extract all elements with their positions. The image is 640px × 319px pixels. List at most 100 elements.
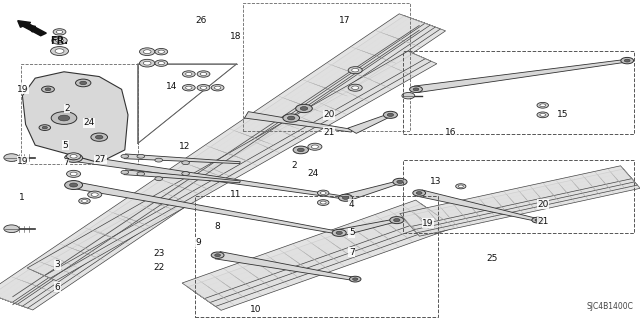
Text: 19: 19	[17, 157, 29, 166]
Polygon shape	[408, 175, 640, 236]
Circle shape	[296, 104, 312, 113]
Circle shape	[317, 190, 329, 196]
Circle shape	[348, 67, 362, 74]
Circle shape	[155, 60, 168, 66]
Polygon shape	[27, 51, 426, 276]
Circle shape	[121, 170, 129, 174]
Circle shape	[58, 115, 70, 121]
Circle shape	[312, 145, 319, 149]
Polygon shape	[38, 56, 437, 281]
Polygon shape	[0, 16, 430, 304]
Circle shape	[42, 126, 47, 129]
Circle shape	[283, 114, 300, 122]
Circle shape	[413, 190, 426, 196]
Circle shape	[349, 276, 361, 282]
Circle shape	[67, 170, 81, 177]
Circle shape	[65, 181, 83, 189]
Text: 6: 6	[54, 283, 60, 292]
Polygon shape	[337, 219, 398, 236]
Circle shape	[200, 86, 207, 89]
Circle shape	[393, 178, 407, 185]
Circle shape	[79, 198, 90, 204]
Circle shape	[540, 113, 545, 116]
Polygon shape	[33, 54, 431, 278]
Circle shape	[293, 146, 308, 154]
Circle shape	[417, 191, 422, 194]
Polygon shape	[71, 182, 340, 234]
Circle shape	[336, 231, 342, 234]
Circle shape	[321, 201, 326, 204]
Circle shape	[387, 113, 394, 116]
Circle shape	[42, 86, 54, 93]
Circle shape	[39, 125, 51, 130]
Polygon shape	[2, 19, 440, 308]
Circle shape	[215, 254, 220, 256]
Text: 27: 27	[95, 155, 106, 164]
Circle shape	[91, 133, 108, 141]
Text: 24: 24	[83, 118, 95, 127]
Text: 7: 7	[349, 248, 355, 256]
Text: 19: 19	[17, 85, 29, 94]
Circle shape	[56, 30, 63, 33]
Circle shape	[137, 172, 145, 176]
Text: 1: 1	[19, 193, 25, 202]
Text: 24: 24	[307, 169, 319, 178]
Text: 7: 7	[63, 158, 68, 167]
Polygon shape	[0, 18, 435, 306]
Circle shape	[143, 61, 151, 65]
Polygon shape	[348, 114, 392, 133]
Text: 23: 23	[154, 249, 165, 258]
Circle shape	[348, 84, 362, 91]
Text: 18: 18	[230, 32, 242, 41]
Text: 15: 15	[557, 110, 568, 119]
Circle shape	[287, 116, 295, 120]
Circle shape	[535, 219, 540, 221]
Bar	[403, 160, 634, 233]
Circle shape	[537, 102, 548, 108]
Circle shape	[182, 172, 189, 175]
Circle shape	[413, 88, 419, 91]
Circle shape	[82, 200, 88, 203]
Text: SJC4B1400C: SJC4B1400C	[587, 302, 634, 311]
Text: 17: 17	[339, 16, 351, 25]
Circle shape	[70, 183, 77, 187]
Circle shape	[4, 225, 19, 233]
Polygon shape	[22, 72, 128, 163]
Text: 12: 12	[179, 142, 191, 151]
Circle shape	[158, 50, 164, 53]
Text: 25: 25	[486, 254, 498, 263]
Circle shape	[121, 154, 129, 158]
Circle shape	[53, 29, 66, 35]
Circle shape	[532, 217, 543, 223]
Circle shape	[182, 161, 189, 165]
Circle shape	[55, 49, 64, 53]
Polygon shape	[414, 59, 628, 93]
Text: 5: 5	[63, 141, 68, 150]
Circle shape	[91, 193, 99, 196]
Circle shape	[155, 177, 163, 181]
Bar	[403, 51, 634, 134]
Polygon shape	[403, 169, 635, 230]
Text: 4: 4	[349, 200, 355, 209]
Text: 14: 14	[166, 82, 178, 91]
Circle shape	[458, 185, 463, 188]
Text: 2: 2	[291, 161, 297, 170]
Circle shape	[537, 112, 548, 118]
Text: 26: 26	[195, 16, 207, 25]
FancyArrow shape	[18, 21, 46, 36]
Circle shape	[342, 196, 349, 199]
Circle shape	[70, 156, 77, 160]
Circle shape	[352, 86, 359, 90]
Circle shape	[397, 180, 403, 183]
Text: 20: 20	[323, 110, 335, 119]
Circle shape	[211, 252, 224, 258]
Circle shape	[317, 200, 329, 205]
Circle shape	[321, 191, 326, 194]
Circle shape	[155, 158, 163, 162]
Circle shape	[140, 48, 155, 56]
Polygon shape	[400, 166, 632, 226]
Circle shape	[211, 85, 224, 91]
Circle shape	[214, 86, 221, 89]
Circle shape	[394, 219, 400, 222]
Circle shape	[298, 148, 304, 152]
